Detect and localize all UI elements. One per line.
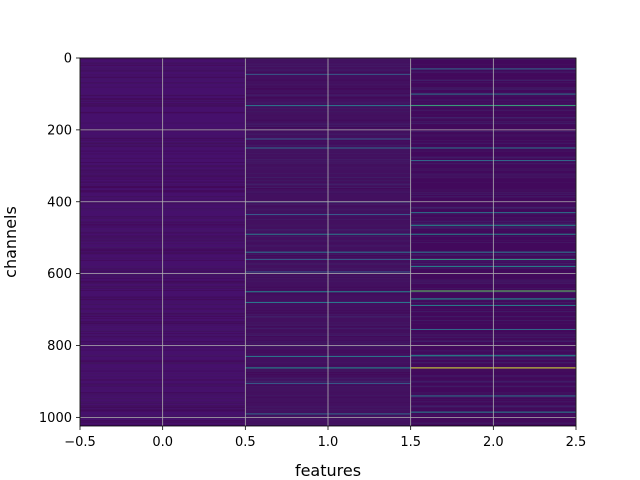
x-axis-label: features <box>295 461 361 480</box>
x-tick-label: 1.0 <box>318 435 339 450</box>
x-tick-label: 2.5 <box>566 435 587 450</box>
y-tick-label: 200 <box>47 123 72 138</box>
y-tick-label: 800 <box>47 339 72 354</box>
y-tick-label: 1000 <box>39 411 72 426</box>
y-axis-label: channels <box>1 206 20 278</box>
y-tick-label: 600 <box>47 267 72 282</box>
x-tick-label: 1.5 <box>400 435 421 450</box>
y-axis-ticks: 0 200 400 600 800 1000 <box>39 52 80 426</box>
y-tick-label: 0 <box>64 52 72 67</box>
x-axis-ticks: −0.5 0.0 0.5 1.0 1.5 2.0 2.5 <box>64 426 586 450</box>
x-tick-label: 0.5 <box>235 435 256 450</box>
x-tick-label: 2.0 <box>483 435 504 450</box>
x-tick-label: 0.0 <box>152 435 173 450</box>
x-tick-label: −0.5 <box>64 435 96 450</box>
y-tick-label: 400 <box>47 195 72 210</box>
